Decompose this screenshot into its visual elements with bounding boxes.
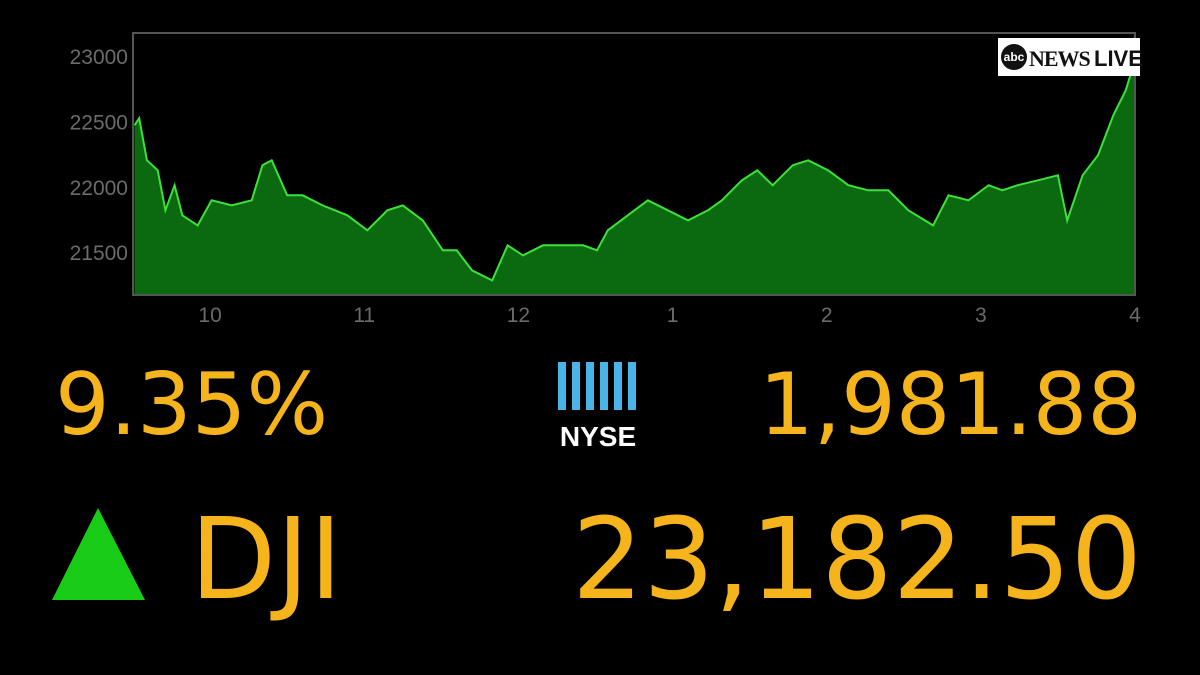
- nyse-bar: [600, 362, 608, 410]
- index-level: 23,182.50: [572, 495, 1142, 625]
- nyse-label: NYSE: [560, 421, 636, 452]
- y-tick-label: 23000: [70, 46, 128, 69]
- change-percent: 9.35%: [55, 355, 328, 455]
- points-change: 1,981.88: [759, 355, 1142, 455]
- plot-frame: [132, 32, 1136, 296]
- nyse-bar: [586, 362, 594, 410]
- line: [133, 35, 1136, 282]
- x-tick-label: 4: [1129, 304, 1141, 327]
- logo-live: LIVE: [1094, 46, 1143, 71]
- y-tick-label: 22500: [70, 112, 128, 135]
- up-arrow: [52, 508, 145, 600]
- logo: abc NEWS LIVE: [998, 38, 1143, 76]
- logo-network: abc: [1004, 50, 1025, 64]
- index-name: DJI: [190, 495, 342, 625]
- x-tick-label: 10: [198, 304, 221, 327]
- y-tick-label: 21500: [70, 242, 128, 265]
- nyse-bar: [572, 362, 580, 410]
- area: [134, 35, 1135, 295]
- nyse-logo: NYSE: [558, 362, 636, 452]
- logo-brand: NEWS: [1029, 46, 1091, 71]
- x-tick-label: 3: [975, 304, 987, 327]
- x-tick-label: 2: [821, 304, 833, 327]
- x-tick-label: 1: [667, 304, 679, 327]
- x-tick-label: 12: [507, 304, 530, 327]
- nyse-bar: [614, 362, 622, 410]
- nyse-bar: [558, 362, 566, 410]
- nyse-bar: [628, 362, 636, 410]
- x-tick-label: 11: [353, 304, 375, 327]
- y-tick-label: 22000: [70, 177, 128, 200]
- logo-circle: [1001, 44, 1027, 70]
